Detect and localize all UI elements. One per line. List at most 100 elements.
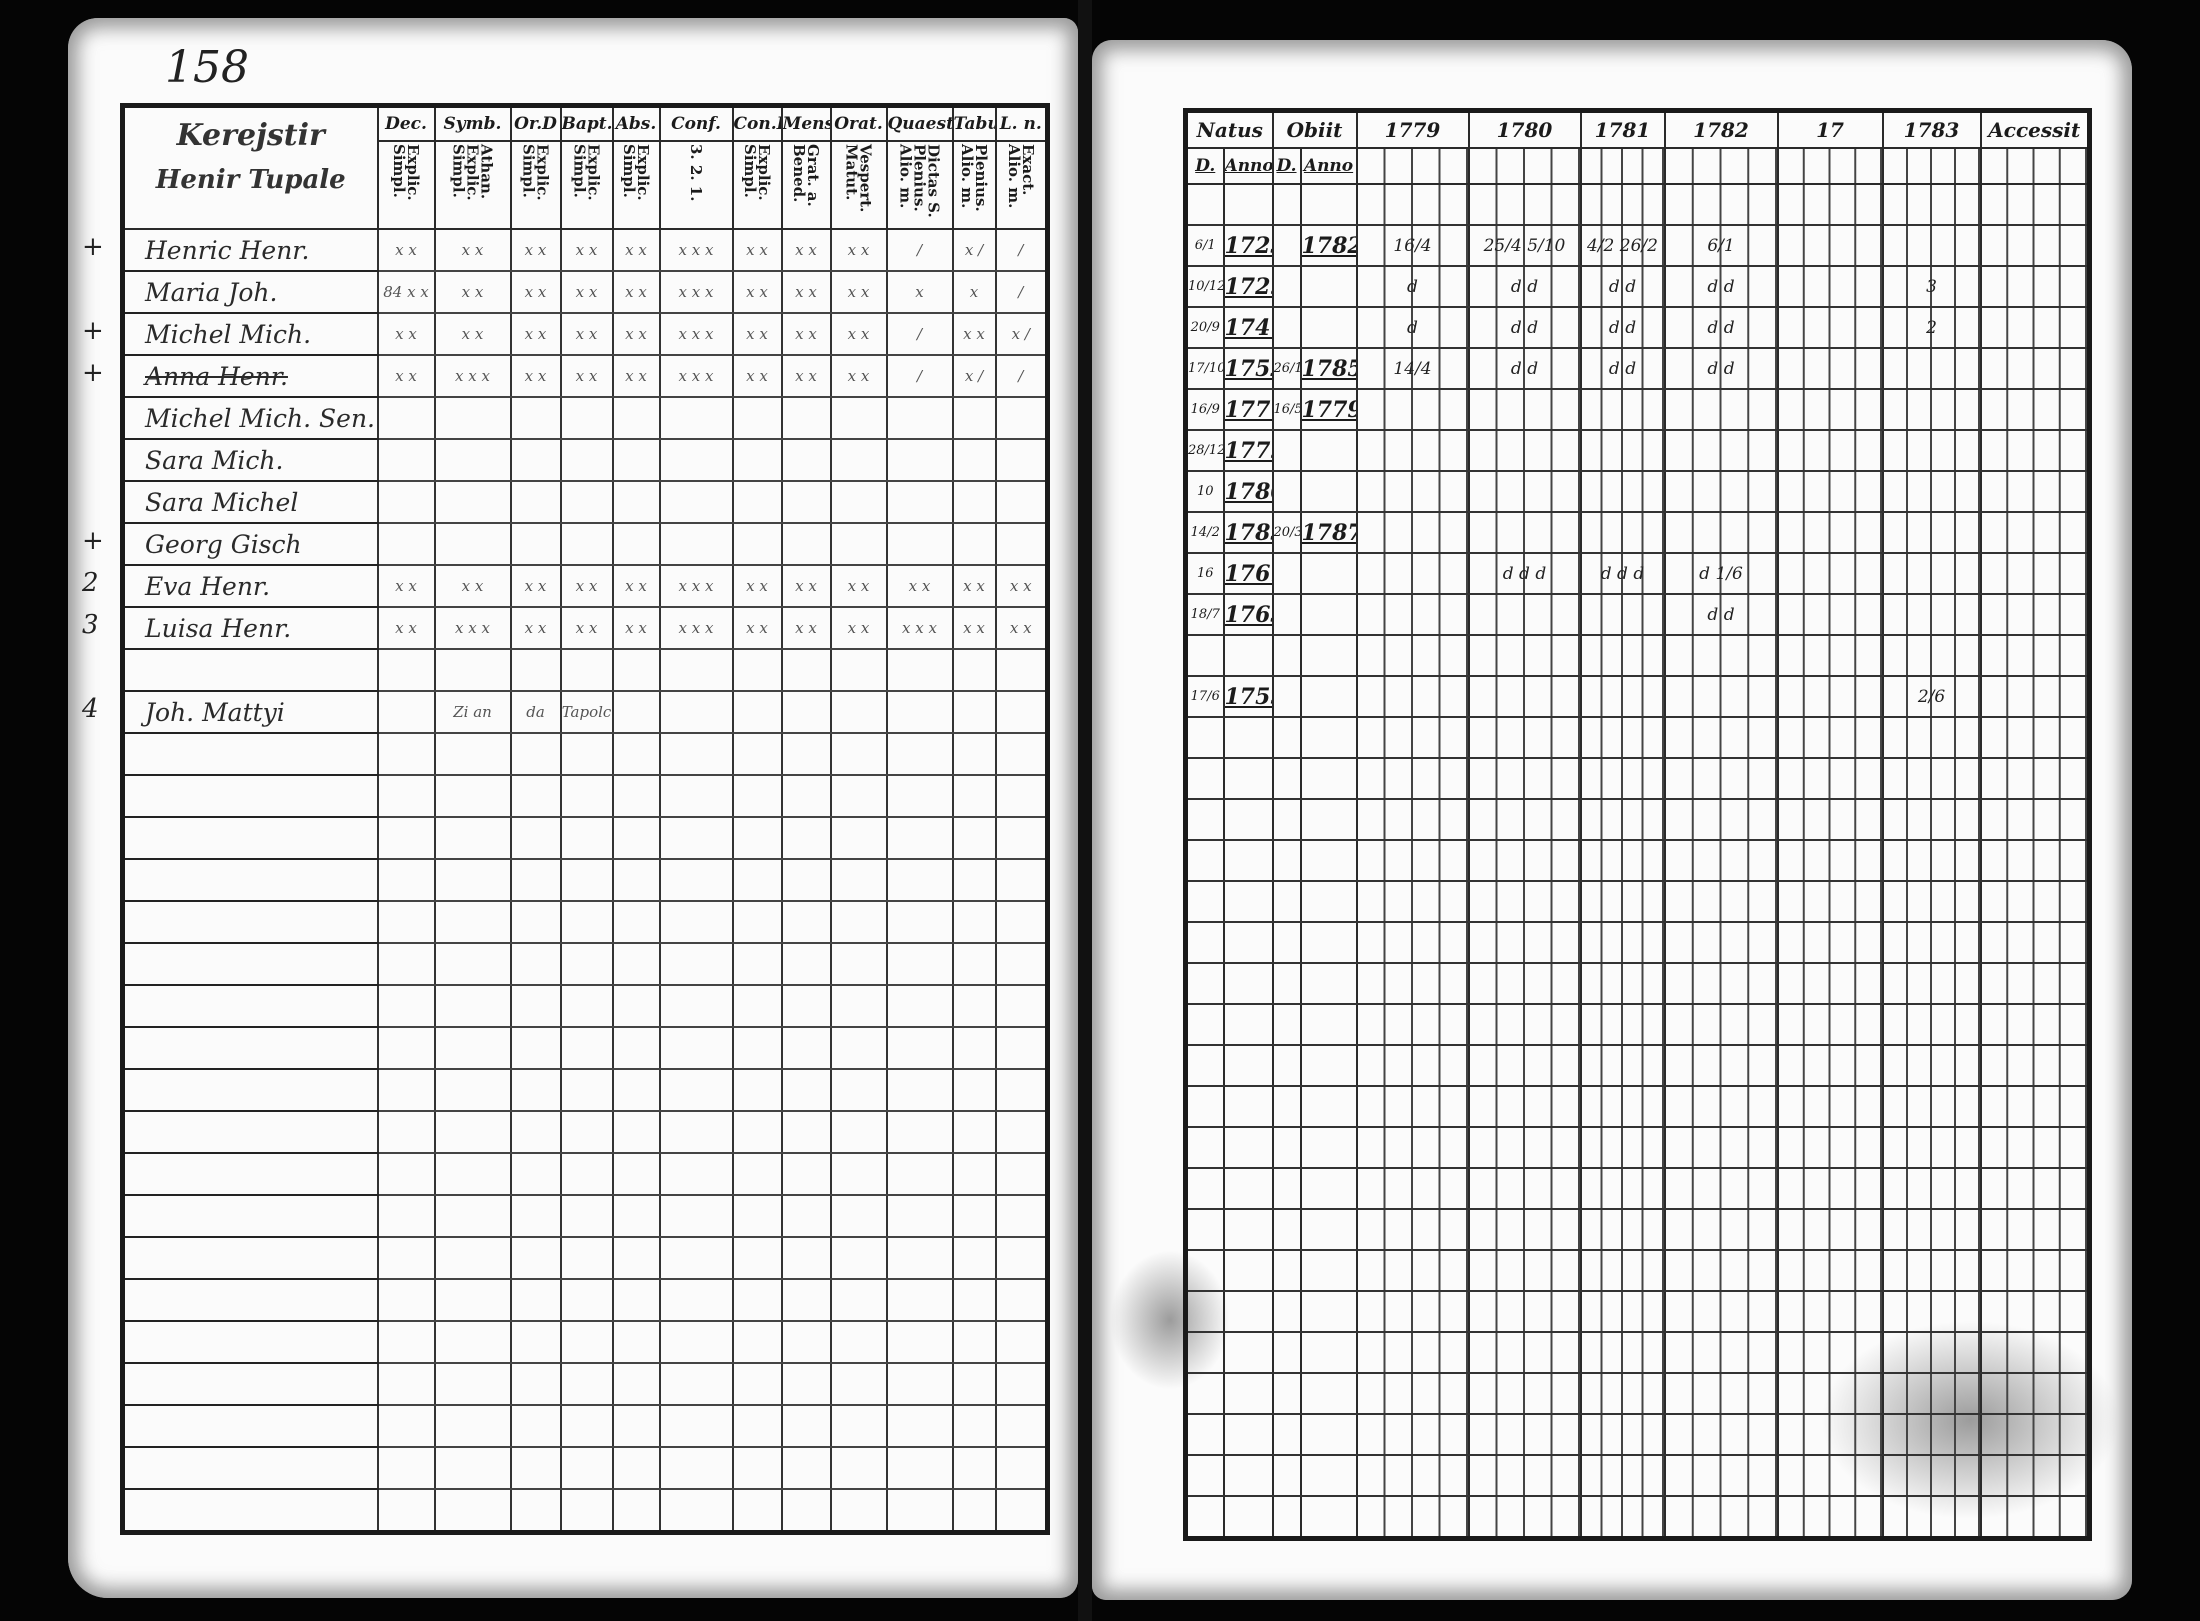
year-subheader	[1467, 147, 1582, 185]
table-row	[1184, 1372, 2091, 1415]
table-row	[1184, 634, 2091, 677]
birth-year	[1222, 1249, 1274, 1292]
column-subheader: Explic. Simpl.	[376, 140, 436, 230]
year-mark-cell	[1467, 716, 1582, 759]
year-mark-cell	[1881, 593, 1982, 636]
mark-cell: da	[509, 691, 562, 734]
birth-day	[1184, 921, 1225, 964]
death-day	[1271, 552, 1302, 595]
table-row	[121, 985, 1049, 1028]
mark-cell	[559, 1489, 614, 1534]
death-day	[1271, 1003, 1302, 1046]
year-mark-cell	[1979, 839, 2091, 882]
mark-cell	[611, 733, 661, 776]
mark-cell	[829, 1279, 888, 1322]
year-mark-cell	[1579, 1126, 1666, 1169]
mark-cell	[433, 1069, 512, 1112]
mark-cell: 84 x x	[376, 271, 436, 314]
year-mark-cell	[1979, 1290, 2091, 1333]
mark-cell	[829, 817, 888, 860]
year-mark-cell	[1663, 470, 1779, 513]
margin-note: 4	[82, 694, 99, 724]
death-day	[1271, 1290, 1302, 1333]
person-name: Joh. Mattyi	[121, 691, 379, 734]
mark-cell	[731, 1153, 783, 1196]
mark-cell	[731, 901, 783, 944]
death-year	[1299, 183, 1358, 226]
year-mark-cell: d	[1355, 265, 1470, 308]
mark-cell	[829, 985, 888, 1028]
year-mark-cell	[1776, 1290, 1884, 1333]
table-row	[121, 1447, 1049, 1490]
mark-cell	[509, 901, 562, 944]
mark-cell: x x x	[658, 565, 734, 608]
year-mark-cell	[1979, 1249, 2091, 1292]
mark-cell	[951, 985, 997, 1028]
birth-day: 17/6	[1184, 675, 1225, 718]
mark-cell: x x	[559, 271, 614, 314]
mark-cell	[658, 901, 734, 944]
table-row	[121, 775, 1049, 818]
mark-cell	[829, 733, 888, 776]
year-mark-cell	[1355, 1331, 1470, 1374]
mark-cell: x x x	[658, 313, 734, 356]
year-mark-cell	[1776, 265, 1884, 308]
column-header: Quaest.	[885, 104, 954, 142]
birth-year	[1222, 1290, 1274, 1333]
table-row	[121, 1405, 1049, 1448]
column-subheader: Plenius. Alio. m.	[951, 140, 997, 230]
year-mark-cell	[1355, 716, 1470, 759]
mark-cell	[433, 985, 512, 1028]
birth-year	[1222, 183, 1274, 226]
table-row	[1184, 716, 2091, 759]
mark-cell	[994, 691, 1049, 734]
year-mark-cell	[1776, 1372, 1884, 1415]
year-mark-cell: 3	[1881, 265, 1982, 308]
birth-day	[1184, 962, 1225, 1005]
death-day	[1271, 716, 1302, 759]
year-mark-cell	[1979, 1044, 2091, 1087]
year-mark-cell	[1776, 1003, 1884, 1046]
year-mark-cell	[1355, 757, 1470, 800]
table-row: 28/121779	[1184, 429, 2091, 472]
mark-cell	[829, 1447, 888, 1490]
mark-cell	[376, 1405, 436, 1448]
mark-cell	[829, 1363, 888, 1406]
death-year	[1299, 1495, 1358, 1540]
birth-day	[1184, 1126, 1225, 1169]
year-mark-cell	[1663, 1085, 1779, 1128]
death-day	[1271, 1495, 1302, 1540]
mark-cell	[559, 1111, 614, 1154]
death-day	[1271, 634, 1302, 677]
subheader-text: Explic. Simpl.	[519, 144, 552, 201]
margin-note: +	[82, 232, 104, 262]
mark-cell	[509, 1111, 562, 1154]
mark-cell	[731, 1279, 783, 1322]
death-year: 1785	[1299, 347, 1358, 390]
mark-cell	[829, 649, 888, 692]
year-mark-cell	[1579, 1372, 1666, 1415]
birth-day	[1184, 634, 1225, 677]
mark-cell: x x	[731, 313, 783, 356]
table-row	[121, 1279, 1049, 1322]
mark-cell	[559, 1069, 614, 1112]
birth-day: 28/12	[1184, 429, 1225, 472]
mark-cell	[780, 691, 832, 734]
person-name: Michel Mich.	[121, 313, 379, 356]
death-day	[1271, 1126, 1302, 1169]
year-mark-cell	[1663, 839, 1779, 882]
mark-cell	[951, 775, 997, 818]
mark-cell	[994, 985, 1049, 1028]
mark-cell	[829, 523, 888, 566]
column-header: Symb.	[433, 104, 512, 142]
birth-year	[1222, 1044, 1274, 1087]
mark-cell: x x	[731, 229, 783, 272]
table-row	[121, 943, 1049, 986]
year-mark-cell	[1663, 634, 1779, 677]
mark-cell	[433, 859, 512, 902]
year-mark-cell	[1579, 675, 1666, 718]
subheader-text: Plenius. Alio. m.	[958, 144, 990, 212]
year-mark-cell	[1881, 224, 1982, 267]
year-mark-cell	[1881, 634, 1982, 677]
